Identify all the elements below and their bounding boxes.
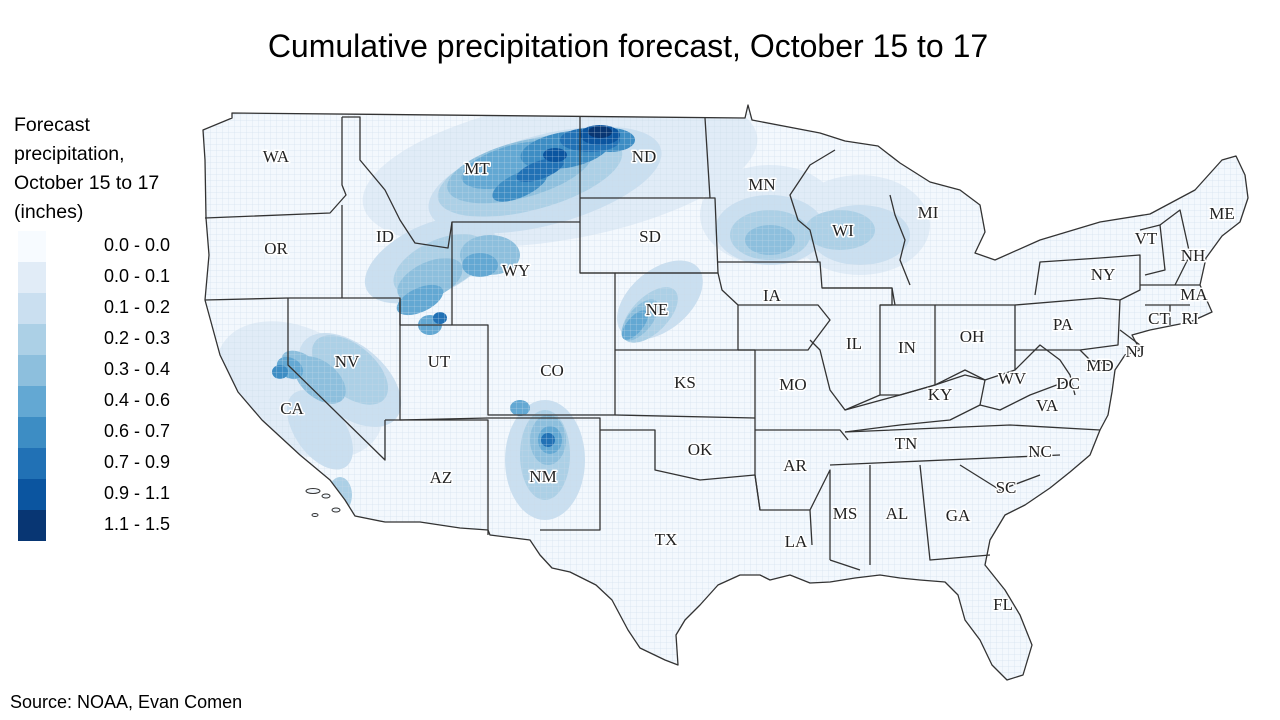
state-label-in: IN: [898, 338, 916, 357]
state-label-ky: KY: [928, 385, 953, 404]
state-label-wy: WY: [502, 261, 530, 280]
state-label-al: AL: [886, 504, 909, 523]
legend-item: 0.9 - 1.1: [18, 479, 188, 510]
state-label-nh: NH: [1181, 246, 1206, 265]
legend-swatch: [18, 510, 46, 541]
state-label-nm: NM: [529, 467, 556, 486]
legend-label: 1.1 - 1.5: [104, 514, 171, 534]
legend-swatch: [18, 386, 46, 417]
state-label-vt: VT: [1135, 229, 1158, 248]
state-label-va: VA: [1036, 396, 1059, 415]
state-label-il: IL: [846, 334, 862, 353]
channel-islands: [305, 488, 341, 517]
state-label-dc: DC: [1056, 374, 1080, 393]
state-label-wi: WI: [832, 221, 854, 240]
map-title: Cumulative precipitation forecast, Octob…: [267, 28, 989, 64]
legend-label: 0.0 - 0.0: [104, 235, 171, 255]
legend-swatch: [18, 355, 46, 386]
state-label-wv: WV: [998, 369, 1027, 388]
legend-item: 0.3 - 0.4: [18, 355, 188, 386]
state-label-tn: TN: [895, 434, 918, 453]
state-label-mt: MT: [464, 159, 490, 178]
legend-label: 0.1 - 0.2: [104, 297, 171, 317]
legend-item: 0.6 - 0.7: [18, 417, 188, 448]
state-label-mi: MI: [918, 203, 939, 222]
state-label-id: ID: [376, 227, 394, 246]
state-label-tx: TX: [655, 530, 678, 549]
state-label-sc: SC: [996, 478, 1017, 497]
legend-title: Forecast precipitation, October 15 to 17…: [14, 114, 160, 223]
source-note: Source: NOAA, Evan Comen: [10, 692, 243, 712]
legend-item: 0.2 - 0.3: [18, 324, 188, 355]
state-label-or: OR: [264, 239, 288, 258]
state-label-ga: GA: [946, 506, 971, 525]
legend-label: 0.9 - 1.1: [104, 483, 171, 503]
state-label-sd: SD: [639, 227, 661, 246]
state-label-ia: IA: [763, 286, 782, 305]
legend-item: 1.1 - 1.5: [18, 510, 188, 541]
state-label-md: MD: [1086, 356, 1113, 375]
state-label-wa: WA: [263, 147, 290, 166]
state-label-ar: AR: [783, 456, 807, 475]
legend-label: 0.6 - 0.7: [104, 421, 171, 441]
state-label-ny: NY: [1091, 265, 1116, 284]
state-label-mo: MO: [779, 375, 806, 394]
state-label-oh: OH: [960, 327, 985, 346]
state-label-ri: RI: [1182, 309, 1199, 328]
legend-swatch: [18, 293, 46, 324]
state-label-az: AZ: [430, 468, 453, 487]
state-label-ca: CA: [280, 399, 304, 418]
legend-swatch: [18, 479, 46, 510]
legend-items: 0.0 - 0.0 0.0 - 0.1 0.1 - 0.2 0.2 - 0.3 0.3 …: [18, 231, 188, 541]
state-label-mn: MN: [748, 175, 775, 194]
state-label-nv: NV: [335, 352, 360, 371]
state-label-me: ME: [1209, 204, 1235, 223]
state-borders: [202, 104, 1249, 681]
state-label-nc: NC: [1028, 442, 1052, 461]
legend-swatch: [18, 231, 46, 262]
legend-swatch: [18, 262, 46, 293]
state-label-ct: CT: [1148, 309, 1170, 328]
legend-label: 0.0 - 0.1: [104, 266, 171, 286]
legend-swatch: [18, 417, 46, 448]
legend-swatch: [18, 324, 46, 355]
legend-item: 0.1 - 0.2: [18, 293, 188, 324]
state-label-ma: MA: [1180, 285, 1208, 304]
state-label-ne: NE: [646, 300, 669, 319]
us-map-area: WA OR CA ID NV MT WY UT AZ CO NM ND SD NE KS OK TX MN IA MO…: [202, 104, 1249, 681]
state-label-fl: FL: [993, 595, 1013, 614]
legend-item: 0.0 - 0.1: [18, 262, 188, 293]
legend-label: 0.4 - 0.6: [104, 390, 171, 410]
legend-item: 0.7 - 0.9: [18, 448, 188, 479]
state-label-ms: MS: [833, 504, 858, 523]
legend-swatch: [18, 448, 46, 479]
state-label-ok: OK: [688, 440, 713, 459]
state-label-pa: PA: [1053, 315, 1074, 334]
state-labels: WA OR CA ID NV MT WY UT AZ CO NM ND SD NE KS OK TX MN IA MO…: [261, 145, 1236, 615]
state-label-co: CO: [540, 361, 564, 380]
legend-label: 0.2 - 0.3: [104, 328, 171, 348]
state-label-la: LA: [785, 532, 808, 551]
state-label-nj: NJ: [1126, 342, 1145, 361]
state-label-nd: ND: [632, 147, 657, 166]
legend-item: 0.4 - 0.6: [18, 386, 188, 417]
state-label-ut: UT: [428, 352, 451, 371]
legend-item: 0.0 - 0.0: [18, 231, 188, 262]
legend-label: 0.3 - 0.4: [104, 359, 171, 379]
state-label-ks: KS: [674, 373, 696, 392]
legend-label: 0.7 - 0.9: [104, 452, 171, 472]
